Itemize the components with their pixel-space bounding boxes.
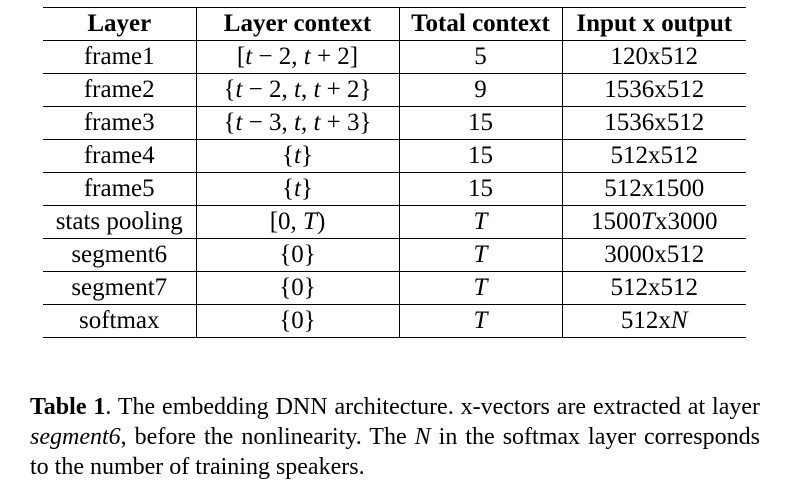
cell-layer: segment7 xyxy=(43,271,197,305)
cell-input-output: 512x1500 xyxy=(562,172,746,206)
cell-layer: frame4 xyxy=(43,139,197,173)
cell-total-context: T xyxy=(399,271,563,305)
cell-input-output: 512x512 xyxy=(562,271,746,305)
table-row: segment7 {0} T 512x512 xyxy=(43,271,746,305)
header-layer-context: Layer context xyxy=(196,7,400,41)
cell-layer-context: {t} xyxy=(196,172,400,206)
caption-text-2: , before the nonlinearity. The xyxy=(120,424,415,450)
cell-layer-context: {t − 3, t, t + 3} xyxy=(196,106,400,140)
cell-input-output: 120x512 xyxy=(562,40,746,74)
cell-layer: segment6 xyxy=(43,238,197,272)
cell-layer-context: {t − 2, t, t + 2} xyxy=(196,73,400,107)
cell-layer-context: {0} xyxy=(196,238,400,272)
caption-emphasis: segment6 xyxy=(30,424,121,450)
architecture-table-container: Layer Layer context Total context Input … xyxy=(43,7,746,338)
cell-layer: stats pooling xyxy=(43,205,197,239)
cell-layer: frame3 xyxy=(43,106,197,140)
table-row: frame2 {t − 2, t, t + 2} 9 1536x512 xyxy=(43,73,746,107)
cell-layer-context: {0} xyxy=(196,304,400,338)
caption-text-1: . The embedding DNN architecture. x-vect… xyxy=(105,394,760,420)
table-row: frame3 {t − 3, t, t + 3} 15 1536x512 xyxy=(43,106,746,140)
caption-variable: N xyxy=(414,424,431,450)
cell-total-context: 9 xyxy=(399,73,563,107)
cell-total-context: T xyxy=(399,238,563,272)
table-row: softmax {0} T 512xN xyxy=(43,304,746,338)
architecture-table: Layer Layer context Total context Input … xyxy=(43,7,746,338)
cell-total-context: T xyxy=(399,205,563,239)
cell-input-output: 1536x512 xyxy=(562,73,746,107)
cell-layer-context: [t − 2, t + 2] xyxy=(196,40,400,74)
cell-layer: frame5 xyxy=(43,172,197,206)
cell-layer: softmax xyxy=(43,304,197,338)
cell-total-context: 15 xyxy=(399,172,563,206)
cell-input-output: 1536x512 xyxy=(562,106,746,140)
table-row: segment6 {0} T 3000x512 xyxy=(43,238,746,272)
header-total-context: Total context xyxy=(399,7,563,41)
cell-layer: frame2 xyxy=(43,73,197,107)
table-row: frame5 {t} 15 512x1500 xyxy=(43,172,746,206)
cell-layer: frame1 xyxy=(43,40,197,74)
cell-total-context: T xyxy=(399,304,563,338)
caption-text-3: in the softmax layer corresponds to the … xyxy=(30,424,760,480)
header-layer: Layer xyxy=(43,7,197,41)
table-row: stats pooling [0, T) T 1500Tx3000 xyxy=(43,205,746,239)
table-caption: Table 1. The embedding DNN architecture.… xyxy=(30,392,760,482)
caption-label: Table 1 xyxy=(30,394,106,420)
cell-input-output: 1500Tx3000 xyxy=(562,205,746,239)
cell-total-context: 15 xyxy=(399,139,563,173)
cell-layer-context: [0, T) xyxy=(196,205,400,239)
cell-input-output: 512xN xyxy=(562,304,746,338)
cell-layer-context: {0} xyxy=(196,271,400,305)
table-row: frame1 [t − 2, t + 2] 5 120x512 xyxy=(43,40,746,74)
header-input-output: Input x output xyxy=(562,7,746,41)
cell-input-output: 512x512 xyxy=(562,139,746,173)
cell-total-context: 15 xyxy=(399,106,563,140)
cell-layer-context: {t} xyxy=(196,139,400,173)
table-header-row: Layer Layer context Total context Input … xyxy=(43,7,746,41)
cell-total-context: 5 xyxy=(399,40,563,74)
table-row: frame4 {t} 15 512x512 xyxy=(43,139,746,173)
cell-input-output: 3000x512 xyxy=(562,238,746,272)
